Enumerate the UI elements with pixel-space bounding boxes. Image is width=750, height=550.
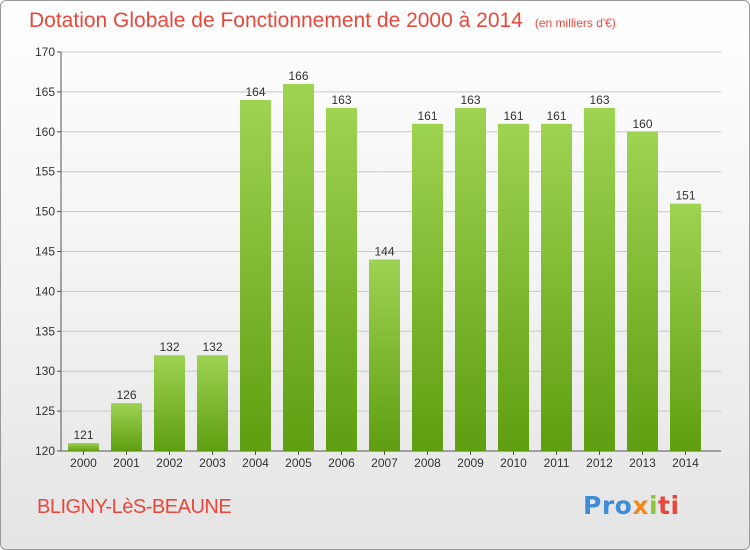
x-tick-label: 2006 bbox=[328, 456, 355, 470]
data-label: 151 bbox=[675, 189, 695, 203]
data-label: 163 bbox=[331, 93, 351, 107]
data-label: 144 bbox=[374, 244, 394, 258]
data-label: 163 bbox=[460, 93, 480, 107]
data-label: 161 bbox=[417, 109, 437, 123]
bar bbox=[154, 355, 185, 451]
data-label: 160 bbox=[632, 117, 652, 131]
y-tick-label: 125 bbox=[35, 404, 55, 418]
y-tick-label: 160 bbox=[35, 125, 55, 139]
data-label: 121 bbox=[73, 428, 93, 442]
bar bbox=[584, 107, 615, 452]
x-tick-label: 2005 bbox=[285, 456, 312, 470]
y-tick-label: 150 bbox=[35, 205, 55, 219]
bar bbox=[369, 259, 400, 451]
y-tick-label: 130 bbox=[35, 364, 55, 378]
x-tick-label: 2008 bbox=[414, 456, 441, 470]
x-tick-label: 2011 bbox=[544, 456, 570, 470]
bar bbox=[455, 107, 486, 452]
data-label: 132 bbox=[202, 340, 222, 354]
y-tick-label: 155 bbox=[35, 165, 55, 179]
bar bbox=[670, 203, 701, 451]
y-tick-label: 120 bbox=[35, 444, 55, 458]
commune-name: BLIGNY-LèS-BEAUNE bbox=[37, 496, 232, 518]
bar bbox=[68, 443, 99, 451]
x-tick-label: 2002 bbox=[156, 456, 183, 470]
chart-unit: (en milliers d'€) bbox=[534, 16, 616, 30]
data-label: 161 bbox=[503, 109, 523, 123]
bar bbox=[498, 123, 529, 451]
data-label: 166 bbox=[288, 69, 308, 83]
logo-part-3: i bbox=[648, 491, 659, 520]
x-tick-label: 2000 bbox=[70, 456, 97, 470]
bar bbox=[412, 123, 443, 451]
x-tick-label: 2003 bbox=[199, 456, 226, 470]
y-tick-label: 135 bbox=[35, 324, 55, 338]
bar bbox=[283, 83, 314, 452]
x-tick-label: 2010 bbox=[500, 456, 527, 470]
logo-part-4: ti bbox=[658, 491, 680, 520]
logo-part-1: Pro bbox=[583, 491, 633, 520]
bar bbox=[111, 403, 142, 451]
y-tick-label: 145 bbox=[35, 245, 55, 259]
bar bbox=[326, 107, 357, 452]
x-tick-label: 2014 bbox=[672, 456, 699, 470]
data-label: 126 bbox=[116, 388, 136, 402]
x-tick-label: 2009 bbox=[457, 456, 484, 470]
logo-part-2: x bbox=[632, 491, 649, 520]
data-label: 164 bbox=[245, 85, 265, 99]
x-tick-label: 2012 bbox=[586, 456, 613, 470]
x-tick-label: 2013 bbox=[629, 456, 656, 470]
y-tick-label: 170 bbox=[35, 45, 55, 59]
data-label: 132 bbox=[159, 340, 179, 354]
proxiti-logo[interactable]: Proxiti bbox=[583, 491, 680, 520]
data-label: 163 bbox=[589, 93, 609, 107]
data-label: 161 bbox=[546, 109, 566, 123]
y-tick-label: 165 bbox=[35, 85, 55, 99]
y-tick-label: 140 bbox=[35, 284, 55, 298]
x-tick-label: 2007 bbox=[371, 456, 398, 470]
bar bbox=[627, 131, 658, 452]
x-tick-label: 2001 bbox=[113, 456, 140, 470]
chart-title-text: Dotation Globale de Fonctionnement de 20… bbox=[29, 9, 523, 32]
bar bbox=[197, 355, 228, 451]
chart-title: Dotation Globale de Fonctionnement de 20… bbox=[29, 9, 616, 33]
bar bbox=[541, 123, 572, 451]
x-tick-label: 2004 bbox=[242, 456, 269, 470]
bar bbox=[240, 99, 271, 451]
